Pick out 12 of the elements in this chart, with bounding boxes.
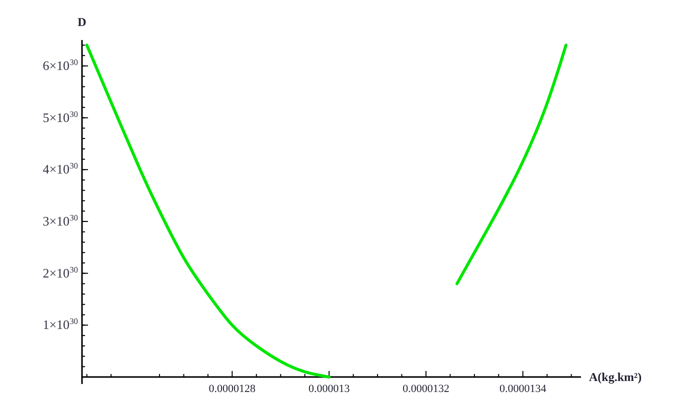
x-tick-label: 0.000013 [308,383,350,395]
y-tick-label: 2×10$^{30}$ [42,264,78,280]
x-tick-label: 0.0000128 [208,383,256,395]
y-tick-label: 5×10$^{30}$ [42,108,78,125]
y-tick-label: 3×10$^{30}$ [42,212,78,228]
y-tick-label: 4×10$^{30}$ [42,160,78,177]
y-tick-label: 6×10$^{30}$ [42,56,78,73]
x-axis-title: A(kg.km²) [589,370,642,384]
x-tick-label: 0.0000134 [499,383,547,395]
x-tick-label: 0.0000132 [402,383,450,395]
y-axis-title: D [78,15,87,29]
y-tick-label: 1×10$^{30}$ [42,316,78,332]
